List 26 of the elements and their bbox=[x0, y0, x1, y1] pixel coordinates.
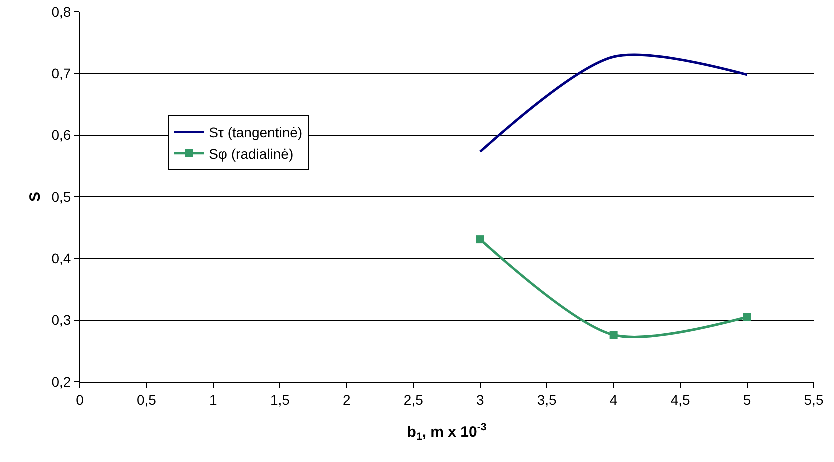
y-tick-label: 0,5 bbox=[52, 188, 72, 205]
y-tick-label: 0,3 bbox=[52, 312, 72, 328]
y-tick-label: 0,6 bbox=[52, 127, 72, 144]
x-tick-label: 3,5 bbox=[537, 392, 558, 408]
x-tick-label: 1 bbox=[210, 392, 218, 408]
point bbox=[610, 331, 618, 340]
legend-label: Sτ (tangentinė) bbox=[209, 124, 303, 141]
x-axis-title: b$_{1}$, m x 10$^{-3}$ bbox=[407, 422, 487, 444]
y-axis-title: S bbox=[27, 192, 44, 202]
x-tick-label: 2,5 bbox=[404, 392, 424, 408]
y-tick-label: 0,4 bbox=[52, 250, 72, 267]
x-tick-label: 4,5 bbox=[670, 392, 690, 408]
y-tick-label: 0,2 bbox=[52, 374, 72, 390]
y-tick-label: 0,8 bbox=[52, 4, 72, 20]
x-tick-label: 5 bbox=[743, 392, 752, 408]
x-tick-label: 5,5 bbox=[804, 392, 824, 408]
legend-label: Sφ (radialinė) bbox=[209, 146, 294, 162]
point bbox=[743, 313, 752, 322]
point bbox=[476, 236, 484, 244]
x-tick-label: 2 bbox=[343, 392, 352, 408]
x-tick-label: 3 bbox=[476, 392, 484, 408]
y-tick-label: 0,7 bbox=[52, 66, 72, 82]
x-tick-label: 1,5 bbox=[270, 392, 290, 408]
x-tick-label: 0,5 bbox=[136, 392, 157, 408]
x-tick-label: 4 bbox=[610, 392, 618, 408]
x-tick-label: 0 bbox=[76, 392, 84, 408]
